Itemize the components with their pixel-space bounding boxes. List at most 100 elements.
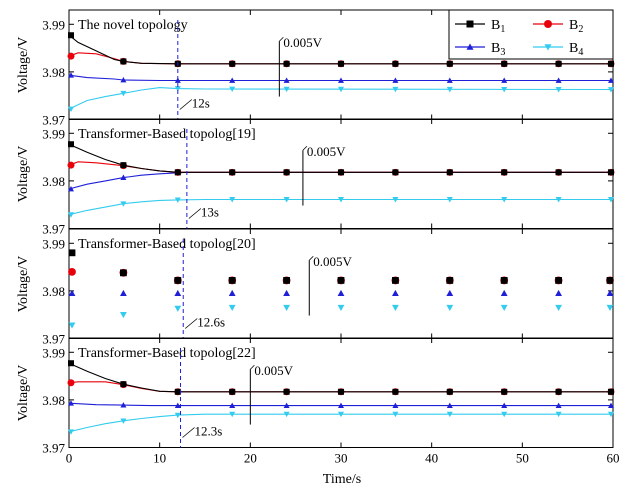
panel-3-point-b4 xyxy=(337,304,345,311)
panel-1-y-tick-label: 3.99 xyxy=(42,17,65,32)
panel-2-y-tick-label: 3.98 xyxy=(42,174,65,189)
panel-4-point-b3 xyxy=(446,402,453,409)
panel-3-point-b3 xyxy=(283,289,290,296)
legend-marker-b4 xyxy=(544,44,552,51)
panel-2-point-b4 xyxy=(392,197,399,203)
panel-1-point-b3 xyxy=(446,77,453,83)
panel-2-point-b1 xyxy=(174,169,181,176)
panel-1-point-b1 xyxy=(392,60,399,67)
panel-3-point-b4 xyxy=(446,304,454,311)
panel-1-point-b4 xyxy=(174,86,181,92)
panel-4-point-b2 xyxy=(67,379,75,387)
panel-4-point-b3 xyxy=(283,402,290,409)
panel-1-point-b4 xyxy=(338,86,344,93)
panel-1-point-b1 xyxy=(120,58,127,65)
panel-3-title: Transformer-Based topolog[20] xyxy=(78,237,256,252)
panel-1-settle-pointer xyxy=(179,99,193,110)
panel-1-series-line-b1 xyxy=(68,34,613,65)
panel-3-point-b3 xyxy=(500,289,508,296)
panel-3-point-b1 xyxy=(392,277,399,284)
panel-1-diff-bracket-hook xyxy=(279,36,284,42)
x-tick-label: 10 xyxy=(153,451,166,466)
panel-3-point-b4 xyxy=(555,304,562,311)
panel-3-point-b1 xyxy=(555,277,562,284)
panel-3-point-b4 xyxy=(228,304,236,311)
panel-4-point-b3 xyxy=(229,402,236,409)
panel-3-point-b4 xyxy=(283,304,290,311)
panel-2-point-b2 xyxy=(67,161,75,169)
panel-2-diff-bracket-hook xyxy=(302,145,308,151)
panel-2-point-b1 xyxy=(338,169,344,176)
panel-4-point-b1 xyxy=(174,388,181,395)
panel-3-diff-label: 0.005V xyxy=(313,254,352,269)
panel-2-diff-label: 0.005V xyxy=(307,144,346,159)
panel-1-y-tick-label: 3.97 xyxy=(42,113,65,128)
panel-3-point-b4 xyxy=(68,322,76,329)
panel-1-y-tick-label: 3.98 xyxy=(42,65,65,80)
panel-3-point-b4 xyxy=(606,304,614,311)
panel-3-point-b1 xyxy=(120,269,127,277)
panel-3-y-tick-label: 3.98 xyxy=(42,284,65,299)
panel-1-point-b1 xyxy=(338,60,344,67)
panel-3-point-b1 xyxy=(68,249,76,257)
panel-4-point-b4 xyxy=(68,429,74,435)
panel-4-point-b4 xyxy=(174,412,181,419)
panel-2-point-b4 xyxy=(501,197,508,203)
panel-4-title: Transformer-Based topolog[22] xyxy=(78,346,256,361)
panel-2-point-b1 xyxy=(283,169,290,176)
panel-1-point-b1 xyxy=(283,60,290,67)
panel-3-point-b3 xyxy=(228,289,236,296)
panel-1-point-b4 xyxy=(392,86,399,93)
legend-marker-b3 xyxy=(466,43,474,50)
x-tick-label: 0 xyxy=(66,451,73,466)
legend-box xyxy=(448,9,614,60)
x-tick-label: 60 xyxy=(607,451,620,466)
panel-2-y-tick-label: 3.97 xyxy=(42,222,65,237)
panel-1-point-b3 xyxy=(229,77,236,83)
panel-4-point-b1 xyxy=(68,360,74,367)
panel-4-point-b1 xyxy=(446,388,453,395)
panel-2-point-b4 xyxy=(338,197,344,203)
panel-2-point-b1 xyxy=(555,169,562,176)
panel-4-point-b4 xyxy=(555,411,562,418)
panel-4-point-b3 xyxy=(501,402,508,409)
panel-1-point-b3 xyxy=(608,77,614,83)
panel-2-point-b4 xyxy=(174,197,181,203)
panel-3-point-b1 xyxy=(446,277,454,284)
panel-3-point-b3 xyxy=(392,289,399,296)
panel-1-point-b3 xyxy=(283,77,290,83)
panel-3-point-b3 xyxy=(174,289,182,296)
panel-2-point-b1 xyxy=(446,169,453,176)
panel-2-settle-pointer xyxy=(188,208,202,219)
panel-4-point-b1 xyxy=(283,388,290,395)
panel-4-point-b1 xyxy=(392,388,399,395)
panel-4-point-b3 xyxy=(555,402,562,409)
panel-4-y-tick-label: 3.97 xyxy=(42,441,65,456)
panel-4-diff-label: 0.005V xyxy=(254,363,293,378)
panel-4-point-b4 xyxy=(392,411,399,418)
panel-1-series-line-b4 xyxy=(68,87,614,110)
panel-4-point-b3 xyxy=(68,400,74,406)
panel-3-point-b3 xyxy=(120,289,127,296)
panel-2-point-b1 xyxy=(501,169,508,176)
y-axis-label-panel-1: Voltage/V xyxy=(16,37,31,94)
panel-1-point-b3 xyxy=(174,77,181,83)
panel-1-point-b4 xyxy=(446,86,453,93)
y-axis-label-panel-4: Voltage/V xyxy=(16,365,31,422)
panel-2-settle-label: 13s xyxy=(201,205,219,220)
panel-2-point-b3 xyxy=(68,185,74,192)
panel-1-diff-label: 0.005V xyxy=(283,35,322,50)
panel-1-point-b4 xyxy=(283,86,290,93)
legend-marker-b1 xyxy=(466,20,474,28)
panel-3-point-b3 xyxy=(555,289,562,296)
panel-2-point-b3 xyxy=(120,174,127,180)
panel-1-point-b4 xyxy=(608,87,614,93)
panel-4-point-b4 xyxy=(338,411,344,418)
panel-1-point-b4 xyxy=(555,87,562,93)
panel-2-point-b1 xyxy=(608,169,614,176)
x-tick-label: 20 xyxy=(244,451,257,466)
panel-3-point-b1 xyxy=(283,277,290,284)
panel-1-point-b1 xyxy=(608,60,614,67)
panel-1-point-b3 xyxy=(501,77,508,83)
panel-1-point-b3 xyxy=(68,72,74,78)
